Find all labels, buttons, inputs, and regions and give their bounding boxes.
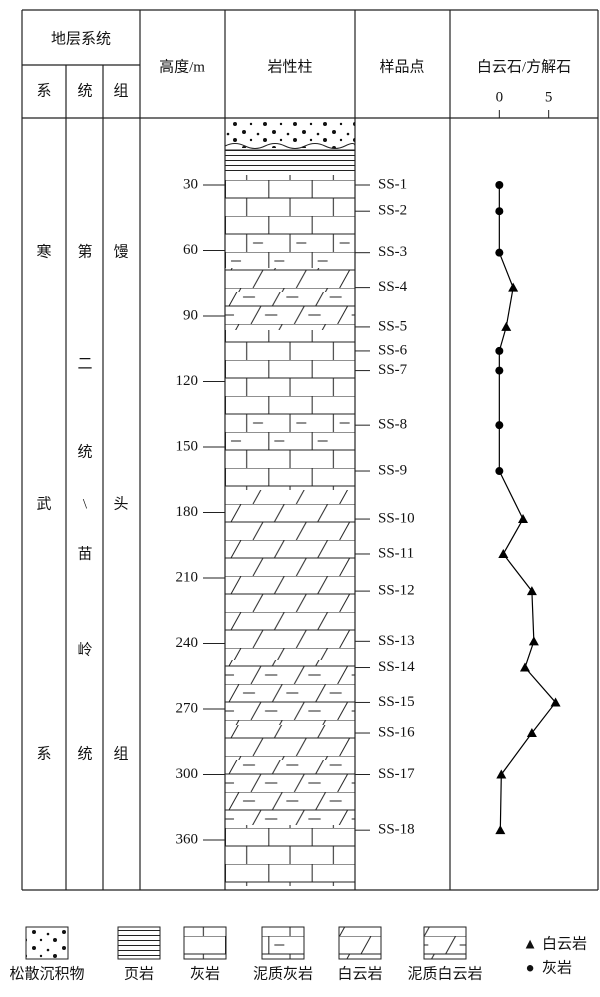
point-circle	[495, 249, 503, 257]
point-circle	[495, 467, 503, 475]
legend-label: 泥质白云岩	[407, 965, 482, 982]
legend-label: 页岩	[124, 965, 154, 982]
sample-label: SS-13	[378, 633, 415, 649]
point-circle	[495, 207, 503, 215]
legend-label: 泥质灰岩	[253, 965, 313, 982]
height-tick-label: 30	[183, 176, 198, 192]
lithology-layer	[225, 268, 355, 292]
legend-swatch	[262, 927, 304, 959]
unit-char: \	[83, 496, 88, 512]
height-tick-label: 360	[176, 831, 199, 847]
point-triangle	[501, 322, 511, 331]
unit-char: 寒	[36, 242, 51, 260]
height-tick-label: 270	[176, 700, 199, 716]
figure: 地层系统 系 统 组 高度/m 岩性柱 样品点 白云石/方解石 寒武系第二统\苗…	[0, 0, 600, 992]
unit-char: 二	[77, 356, 92, 372]
point-circle	[495, 421, 503, 429]
sample-label: SS-4	[378, 279, 408, 295]
header-height: 高度/m	[159, 58, 205, 75]
lithology-layer	[225, 122, 355, 148]
legend-swatch	[339, 927, 381, 959]
point-circle	[495, 181, 503, 189]
ratio-tick-label: 5	[545, 89, 553, 105]
header-stratigraphy: 地层系统	[51, 30, 111, 47]
unit-char: 头	[113, 495, 128, 512]
marker-legend-label: 灰岩	[542, 959, 572, 976]
sample-label: SS-6	[378, 342, 408, 358]
sample-label: SS-3	[378, 244, 407, 260]
lithology-layer	[225, 490, 355, 660]
point-triangle	[529, 636, 539, 645]
height-tick-label: 210	[176, 569, 199, 585]
lithology-layer	[225, 725, 355, 760]
lithology-layer	[225, 150, 355, 175]
height-tick-label: 180	[176, 504, 199, 520]
lithology-layer	[225, 760, 355, 825]
unit-char: 组	[113, 745, 128, 762]
height-tick-label: 150	[176, 438, 199, 454]
sample-label: SS-14	[378, 659, 415, 675]
sample-label: SS-11	[378, 545, 414, 561]
lithology-layer	[225, 235, 355, 268]
height-tick-label: 90	[183, 307, 198, 323]
lithology-layer	[225, 330, 355, 410]
sample-label: SS-10	[378, 510, 415, 526]
sample-label: SS-2	[378, 203, 407, 219]
unit-char: 统	[77, 443, 92, 460]
point-triangle	[508, 283, 518, 292]
header-lithology: 岩性柱	[267, 58, 312, 75]
unit-char: 馒	[113, 243, 128, 260]
point-triangle	[518, 514, 528, 523]
header-ratio: 白云石/方解石	[477, 58, 571, 75]
legend-label: 松散沉积物	[9, 965, 84, 982]
unit-char: 第	[77, 242, 92, 260]
header-series: 统	[77, 82, 92, 99]
sample-label: SS-18	[378, 822, 415, 838]
sample-label: SS-9	[378, 462, 407, 478]
header-formation: 组	[113, 82, 128, 99]
sample-label: SS-15	[378, 694, 415, 710]
point-circle	[495, 367, 503, 375]
height-tick-label: 300	[176, 766, 199, 782]
height-tick-label: 60	[183, 242, 198, 258]
legend-swatch	[26, 927, 68, 959]
height-tick-label: 240	[176, 635, 199, 651]
point-triangle	[498, 549, 508, 558]
point-triangle	[495, 825, 505, 834]
header-samples: 样品点	[379, 58, 424, 75]
lithology-layer	[225, 292, 355, 330]
lithology-layer	[225, 455, 355, 490]
sample-label: SS-17	[378, 766, 415, 782]
point-triangle	[496, 770, 506, 779]
lithology-layer	[225, 825, 355, 886]
legend-swatch	[184, 927, 226, 959]
legend-swatch	[118, 927, 160, 959]
sample-label: SS-5	[378, 318, 407, 334]
marker-legend-symbol: ●	[525, 960, 534, 976]
lithology-layer	[225, 175, 355, 235]
marker-legend-symbol: ▲	[523, 936, 538, 952]
lithology-layer	[225, 410, 355, 455]
sample-label: SS-1	[378, 176, 407, 192]
unit-char: 苗	[77, 545, 92, 562]
sample-label: SS-16	[378, 724, 415, 740]
unit-char: 系	[36, 745, 51, 762]
legend-swatch	[424, 927, 466, 959]
point-triangle	[520, 663, 530, 672]
legend-label: 白云岩	[337, 965, 382, 982]
marker-legend-label: 白云岩	[542, 935, 587, 952]
point-circle	[495, 347, 503, 355]
sample-label: SS-12	[378, 583, 415, 599]
sample-label: SS-7	[378, 362, 408, 378]
ratio-tick-label: 0	[496, 89, 504, 105]
sample-label: SS-8	[378, 417, 407, 433]
header-system: 系	[36, 82, 51, 99]
ratio-line	[499, 185, 555, 830]
unit-char: 统	[77, 745, 92, 762]
unit-char: 岭	[77, 641, 92, 658]
lithology-layer	[225, 660, 355, 725]
unit-char: 武	[36, 495, 51, 512]
height-tick-label: 120	[176, 373, 199, 389]
legend-label: 灰岩	[190, 965, 220, 982]
